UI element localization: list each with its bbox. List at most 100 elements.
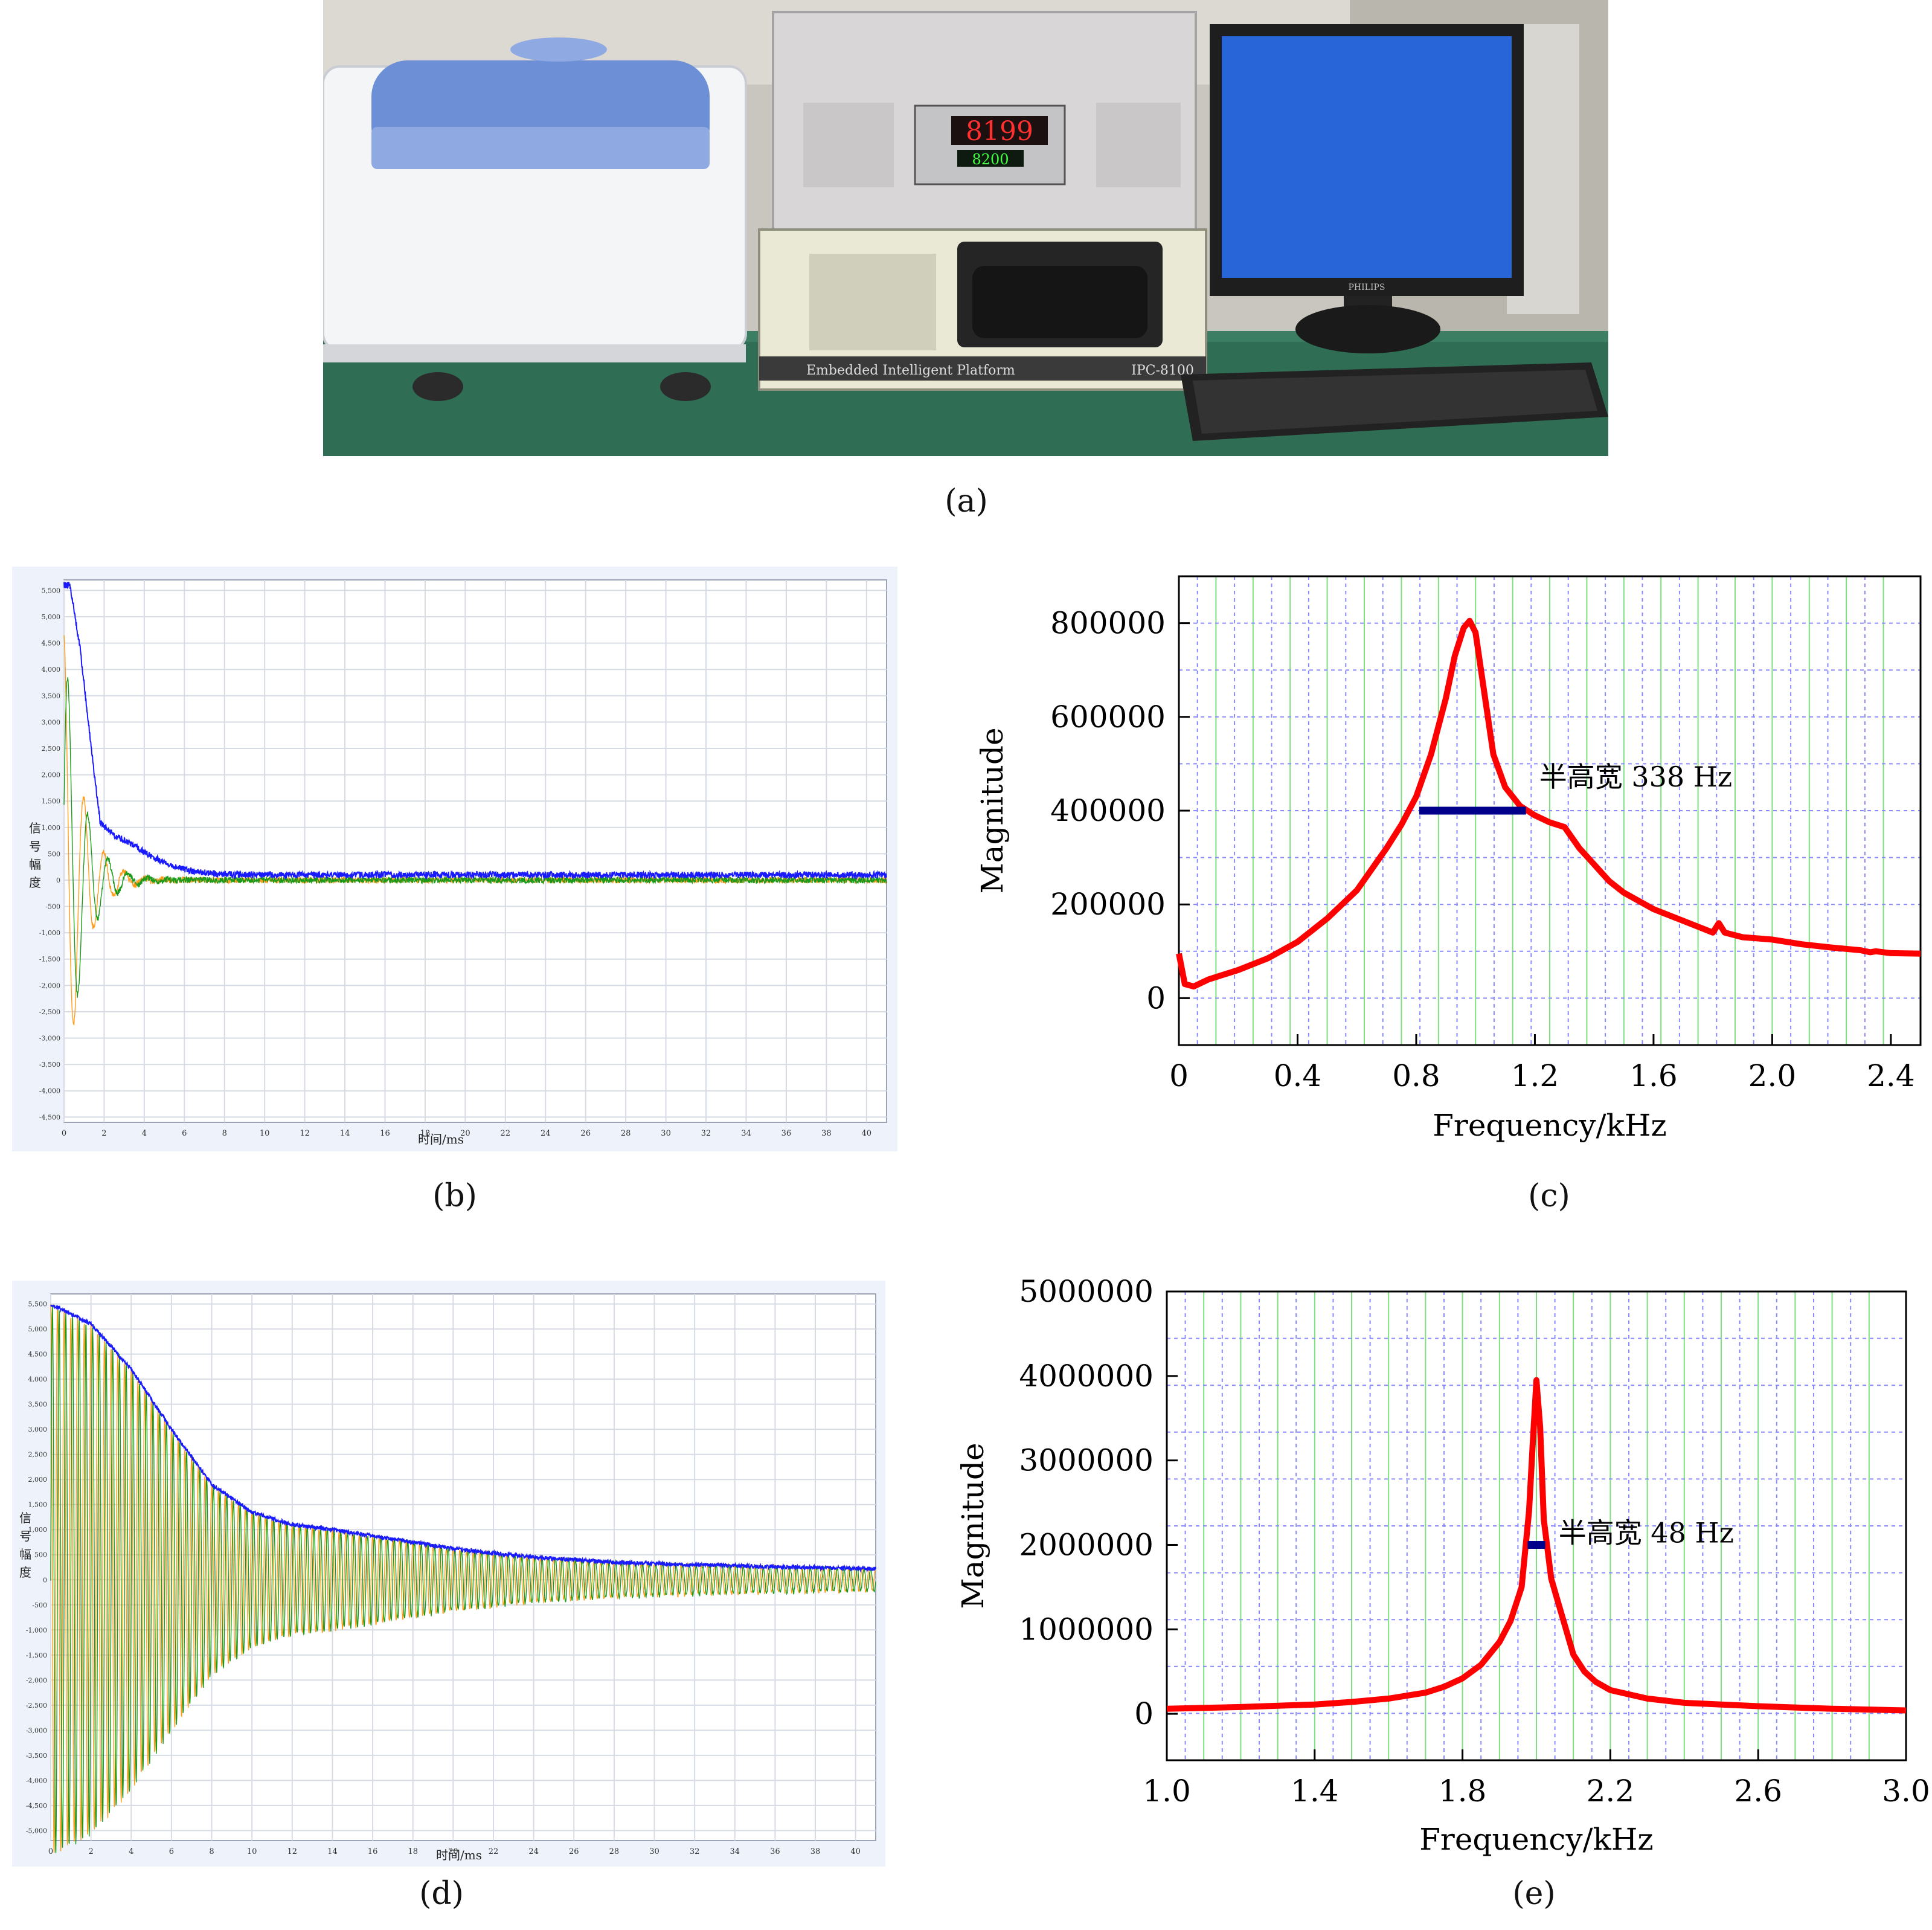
e-xtick-label: 1.0 — [1143, 1774, 1191, 1809]
d-ytick-label: 4,000 — [28, 1375, 48, 1383]
b-xtick-label: 2 — [101, 1129, 106, 1138]
caption-d: (d) — [419, 1876, 464, 1912]
caption-a: (a) — [945, 483, 988, 519]
d-ytick-label: 3,000 — [28, 1426, 48, 1433]
b-xtick-label: 0 — [62, 1129, 66, 1138]
d-ytick-label: 0 — [43, 1576, 47, 1584]
c-xtick-label: 0.4 — [1274, 1058, 1322, 1093]
d-xtick-label: 20 — [448, 1847, 458, 1856]
d-xtick-label: 16 — [368, 1847, 378, 1856]
caption-b: (b) — [432, 1178, 477, 1214]
spectrum-e-ylabel: Magnitude — [955, 1443, 990, 1609]
b-xtick-label: 10 — [260, 1129, 270, 1138]
d-trace-real — [50, 1304, 876, 1853]
e-xtick-label: 2.6 — [1734, 1774, 1782, 1809]
d-xtick-label: 12 — [287, 1847, 298, 1856]
c-ytick-label: 200000 — [1050, 887, 1166, 922]
spectrum-c-fwhm-label: 半高宽 338 Hz — [1539, 761, 1732, 793]
d-ytick-label: -5,000 — [26, 1827, 47, 1835]
d-ytick-label: -3,500 — [26, 1752, 47, 1760]
d-ytick-label: -1,500 — [26, 1652, 47, 1659]
b-ytick-label: 5,500 — [42, 587, 61, 594]
fid-b-xlabel: 时间/ms — [418, 1132, 464, 1147]
e-ytick-label: 0 — [1134, 1696, 1154, 1731]
monitor-brand: PHILIPS — [1349, 283, 1385, 292]
e-ytick-label: 4000000 — [1019, 1359, 1154, 1394]
b-xtick-label: 4 — [142, 1129, 147, 1138]
b-xtick-label: 26 — [580, 1129, 591, 1138]
d-xtick-label: 22 — [489, 1847, 499, 1856]
c-xtick-label: 2.0 — [1748, 1058, 1797, 1093]
b-xtick-label: 8 — [222, 1129, 227, 1138]
b-ytick-label: 0 — [56, 877, 60, 884]
d-ytick-label: -4,000 — [26, 1777, 47, 1784]
b-ytick-label: 500 — [48, 850, 60, 858]
b-xtick-label: 18 — [420, 1129, 431, 1138]
d-xtick-label: 28 — [609, 1847, 620, 1856]
d-ytick-label: 5,000 — [28, 1325, 48, 1333]
b-ytick-label: -1,500 — [39, 956, 60, 963]
d-ytick-label: 1,500 — [28, 1501, 48, 1509]
spectrum-e-xlabel: Frequency/kHz — [1419, 1822, 1654, 1857]
c-xtick-label: 0.8 — [1392, 1058, 1440, 1093]
c-xtick-label: 0 — [1169, 1058, 1189, 1093]
b-ytick-label: 2,000 — [42, 771, 61, 779]
caption-e: (e) — [1512, 1876, 1556, 1912]
d-ytick-label: 2,000 — [28, 1476, 48, 1484]
fid-chart-b-svg: 0 2 4 6 8 10 12 14 16 18 20 22 24 26 28 30 32 34 36 38 40-4,… — [12, 567, 897, 1151]
monitor: PHILIPS — [1210, 24, 1524, 353]
d-xtick-label: 18 — [408, 1847, 418, 1856]
b-ytick-label: -2,500 — [39, 1008, 60, 1016]
display-sub-readout: 8200 — [972, 151, 1009, 168]
d-ytick-label: -4,500 — [26, 1802, 47, 1810]
b-xtick-label: 40 — [862, 1129, 872, 1138]
d-ytick-label: 3,500 — [28, 1401, 48, 1409]
spectrum-e-fwhm-label: 半高宽 48 Hz — [1559, 1516, 1734, 1549]
spectrum-c-ylabel: Magnitude — [975, 727, 1010, 893]
b-xtick-label: 12 — [300, 1129, 310, 1138]
spectrum-chart-e-svg: 1.0 1.4 1.8 2.2 2.6 3.0 0 1000000 2000000 3000000… — [955, 1274, 1930, 1857]
b-ytick-label: -500 — [45, 903, 60, 911]
d-xtick-label: 14 — [327, 1847, 338, 1856]
d-xtick-label: 30 — [649, 1847, 660, 1856]
b-xtick-label: 16 — [380, 1129, 390, 1138]
spectrum-chart-c: 0 0.4 0.8 1.2 1.6 2.0 2.4 0 200000 400000 600000 80… — [942, 556, 1932, 1160]
d-xtick-label: 6 — [169, 1847, 174, 1856]
d-ytick-label: 5,500 — [28, 1301, 48, 1308]
spectrum-chart-e: 1.0 1.4 1.8 2.2 2.6 3.0 0 1000000 2000000 3000000… — [930, 1269, 1932, 1873]
b-xtick-label: 30 — [661, 1129, 671, 1138]
fid-b-ylabel: 信号幅度 — [29, 821, 41, 890]
b-xtick-label: 6 — [182, 1129, 187, 1138]
magnet-unit — [322, 37, 747, 401]
keyboard — [1181, 362, 1608, 441]
d-xtick-label: 34 — [730, 1847, 740, 1856]
b-ytick-label: -1,000 — [39, 929, 60, 937]
d-ytick-label: 500 — [34, 1551, 47, 1559]
instrument-photo: 8199 8200 Embedded Intelligent Platform … — [322, 0, 1608, 456]
fid-chart-d: 0 2 4 6 8 10 12 14 16 18 20 22 24 26 28 30 32 34 36 38 40 -5,… — [12, 1281, 885, 1867]
d-xtick-label: 4 — [129, 1847, 133, 1856]
fid-d-xlabel: 时间/ms — [436, 1848, 482, 1862]
b-ytick-label: 2,500 — [42, 745, 61, 753]
c-xtick-label: 1.6 — [1629, 1058, 1678, 1093]
b-ytick-label: -3,500 — [39, 1061, 60, 1069]
d-ytick-label: -1,000 — [26, 1626, 47, 1634]
e-xtick-label: 2.2 — [1587, 1774, 1635, 1809]
b-xtick-label: 38 — [821, 1129, 832, 1138]
c-ytick-label: 0 — [1146, 980, 1166, 1015]
b-xtick-label: 36 — [781, 1129, 792, 1138]
b-ytick-label: 4,000 — [42, 666, 61, 674]
b-ytick-label: -4,500 — [39, 1113, 60, 1121]
b-xtick-label: 32 — [701, 1129, 711, 1138]
display-main-readout: 8199 — [966, 116, 1033, 147]
b-ytick-label: 5,000 — [42, 613, 61, 621]
fid-chart-b: 0 2 4 6 8 10 12 14 16 18 20 22 24 26 28 30 32 34 36 38 40 -4,… — [12, 567, 897, 1151]
c-xtick-label: 1.2 — [1511, 1058, 1559, 1093]
b-trace-envelope — [63, 582, 887, 881]
d-ytick-label: -500 — [32, 1601, 47, 1609]
b-ytick-label: -2,000 — [39, 982, 60, 989]
e-xtick-label: 3.0 — [1882, 1774, 1930, 1809]
d-ytick-label: 4,500 — [28, 1351, 48, 1359]
d-xtick-label: 24 — [528, 1847, 539, 1856]
e-xtick-label: 1.4 — [1291, 1774, 1339, 1809]
